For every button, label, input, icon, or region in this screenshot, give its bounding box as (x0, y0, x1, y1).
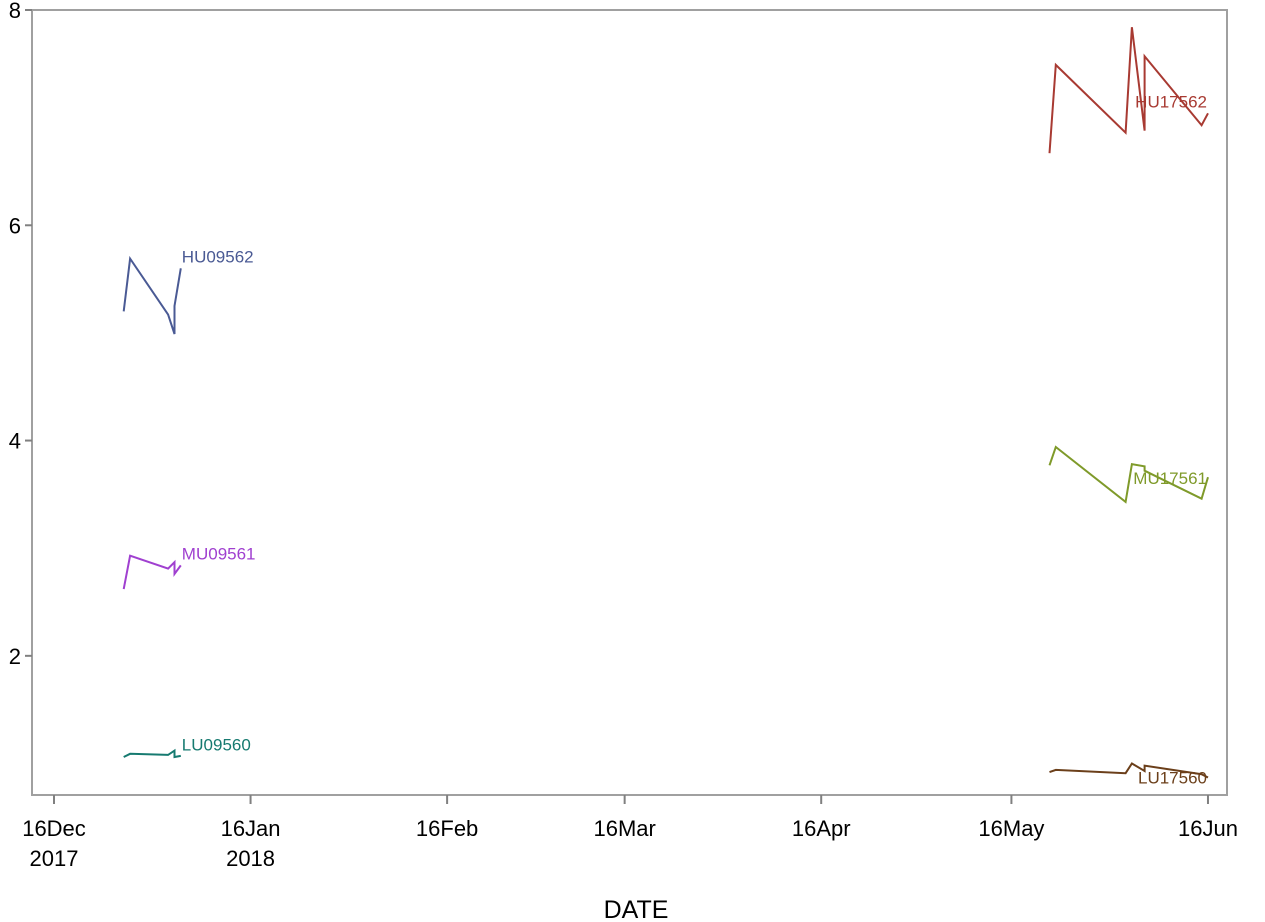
series-line-lu09560 (123, 748, 181, 759)
series-label-mu17561: MU17561 (1133, 469, 1207, 488)
x-axis: 16Dec 2017 16Jan 2018 16Feb 16Mar 16Apr 16May 16… (22, 795, 1238, 871)
x-tick-sublabel: 2018 (226, 846, 275, 871)
x-tick-label: 16May (978, 816, 1044, 841)
series-label-lu17560: LU17560 (1138, 768, 1207, 787)
series-label-hu17562: HU17562 (1135, 92, 1207, 111)
y-tick-label: 8 (9, 0, 21, 23)
x-tick-label: 16Jun (1178, 816, 1238, 841)
series-label-hu09562: HU09562 (182, 247, 254, 266)
series-line-mu09561 (122, 554, 182, 590)
series-label-lu09560: LU09560 (182, 736, 251, 755)
series-layer (122, 27, 1209, 779)
y-tick-label: 6 (9, 213, 21, 238)
x-tick-label: 16Apr (792, 816, 851, 841)
y-tick-label: 2 (9, 644, 21, 669)
series-labels: HU09562 MU09561 LU09560 HU17562 MU17561 LU175… (182, 92, 1207, 787)
series-line-hu09562 (122, 255, 182, 335)
x-tick-label: 16Dec (22, 816, 86, 841)
x-tick-label: 16Mar (593, 816, 655, 841)
series-line-hu17562 (1048, 27, 1209, 154)
plot-frame (31, 9, 1228, 796)
x-tick-label: 16Feb (416, 816, 478, 841)
series-line-mu17561 (1048, 445, 1209, 504)
x-tick-sublabel: 2017 (30, 846, 79, 871)
x-axis-title: DATE (604, 896, 669, 922)
y-axis: 2 4 6 8 (9, 0, 32, 669)
series-line-lu17560 (1049, 762, 1209, 779)
y-tick-label: 4 (9, 429, 21, 454)
x-tick-label: 16Jan (221, 816, 281, 841)
series-label-mu09561: MU09561 (182, 544, 256, 563)
